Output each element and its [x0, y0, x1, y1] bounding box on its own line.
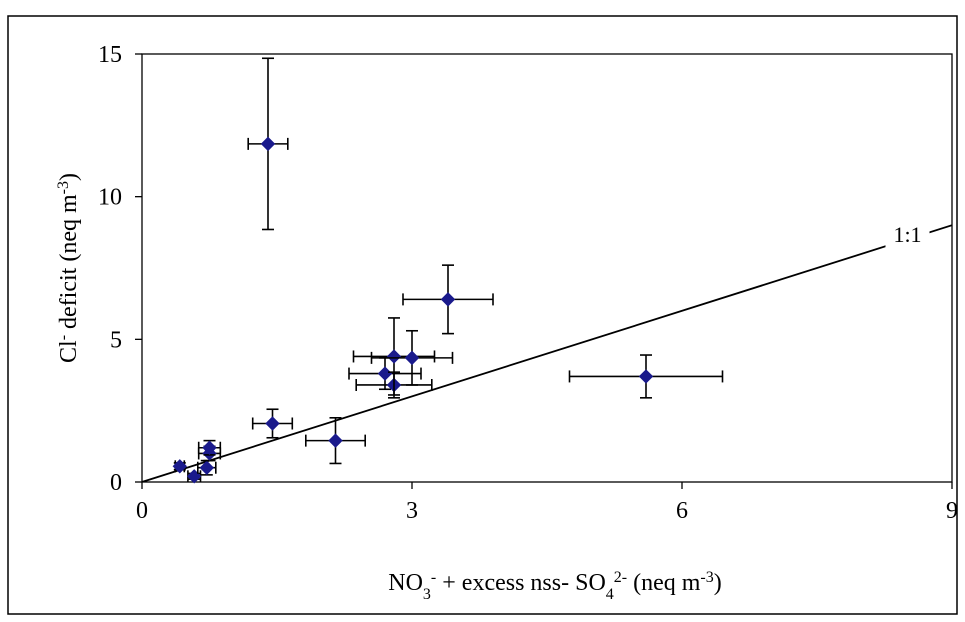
data-point: [260, 136, 276, 152]
data-point: [172, 459, 188, 474]
y-tick-label: 5: [110, 327, 122, 353]
data-point-group: [402, 264, 494, 335]
axis-label-part: ): [56, 173, 82, 181]
axis-label-part: NO: [388, 570, 423, 596]
data-point: [265, 416, 280, 431]
x-axis-label: NO3- + excess nss- SO42- (neq m-3): [388, 569, 722, 603]
data-point-group: [197, 439, 222, 456]
reference-line-label: 1:1: [893, 222, 921, 247]
data-point: [440, 292, 456, 307]
data-point-group: [304, 416, 367, 465]
axis-label-part: 2-: [614, 569, 627, 586]
data-point: [202, 440, 217, 455]
data-point-group: [172, 459, 188, 474]
data-point-group: [568, 354, 724, 399]
axis-label-part: (neq m: [627, 570, 701, 596]
y-axis-label: Cl- deficit (neq m-3): [55, 173, 83, 363]
data-point-group: [370, 329, 454, 386]
axis-label-part: -3: [700, 569, 713, 586]
plot-area: [141, 53, 953, 483]
data-point: [404, 350, 420, 366]
axis-label-part: -: [431, 569, 436, 586]
axis-label-part: 3: [423, 586, 431, 603]
x-tick-label: 0: [136, 498, 148, 524]
data-point: [386, 349, 402, 364]
data-point: [638, 369, 654, 384]
y-tick-label: 10: [98, 185, 122, 211]
reference-line-label-bg: [885, 221, 930, 250]
axis-label-part: + excess nss- SO: [436, 570, 606, 596]
axis-label-part: -: [55, 335, 72, 340]
y-tick-label: 15: [98, 42, 122, 68]
axis-label-part: deficit (neq m: [56, 194, 82, 335]
data-point: [199, 460, 215, 475]
data-point-group: [251, 408, 294, 439]
outer-border: [7, 15, 958, 615]
axis-label-part: 4: [606, 586, 614, 603]
data-point-group: [247, 57, 289, 231]
y-tick-label: 0: [110, 470, 122, 496]
axis-label-part: ): [714, 570, 722, 596]
axis-label-part: Cl: [56, 340, 82, 363]
reference-line-1to1: [142, 224, 952, 482]
data-point-group: [352, 317, 436, 396]
x-tick-label: 3: [406, 498, 418, 524]
x-tick-label: 9: [946, 498, 958, 524]
data-point: [328, 433, 343, 448]
chart-marks: 0 3 6 9 0 5 10 15 1:1: [98, 42, 958, 524]
x-tick-label: 6: [676, 498, 688, 524]
axis-label-part: -3: [55, 181, 72, 194]
